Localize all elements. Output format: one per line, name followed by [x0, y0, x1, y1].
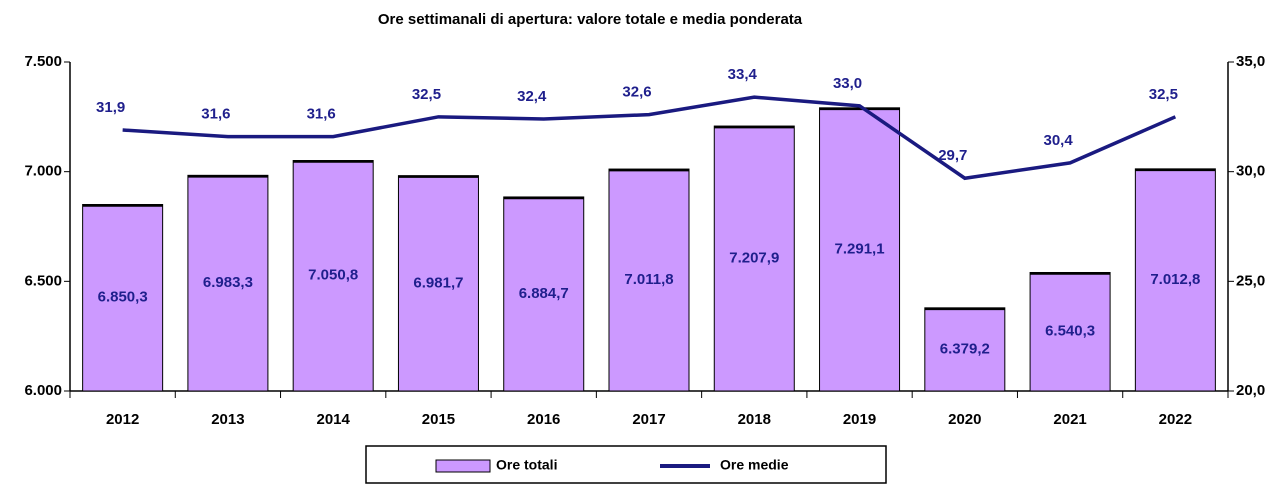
x-tick-label: 2015: [422, 411, 455, 428]
bar-value-label: 6.981,7: [413, 274, 463, 291]
line-value-label: 30,4: [1043, 132, 1073, 149]
bar-value-label: 7.011,8: [624, 271, 673, 288]
x-tick-label: 2021: [1053, 411, 1086, 428]
bar: [1029, 271, 1111, 392]
bar: [187, 174, 269, 392]
bar-value-label: 6.850,3: [98, 289, 148, 306]
y-tick-label: 6.500: [24, 272, 62, 289]
line-value-label: 32,5: [412, 86, 441, 103]
x-tick-label: 2019: [843, 411, 876, 428]
x-tick-label: 2017: [632, 411, 665, 428]
bar: [1134, 168, 1216, 392]
bar: [292, 160, 374, 392]
legend-label: Ore totali: [496, 457, 557, 473]
x-tick-label: 2016: [527, 411, 560, 428]
x-tick-label: 2018: [738, 411, 771, 428]
line-value-label: 33,0: [833, 75, 862, 92]
bar: [82, 204, 164, 392]
x-tick-label: 2013: [211, 411, 244, 428]
legend-swatch: [435, 459, 491, 473]
x-tick-label: 2020: [948, 411, 981, 428]
y2-tick-label: 30,0: [1236, 163, 1265, 180]
line-value-label: 32,4: [517, 88, 547, 105]
bar: [713, 125, 795, 392]
line: [122, 95, 1177, 181]
bar-value-label: 6.540,3: [1045, 323, 1095, 340]
line-value-label: 33,4: [728, 66, 758, 83]
bar: [608, 168, 690, 392]
legend-label: Ore medie: [720, 457, 789, 473]
y-tick-label: 7.000: [24, 163, 62, 180]
x-tick-label: 2014: [316, 411, 350, 428]
bar-value-label: 7.012,8: [1150, 271, 1200, 288]
bar-value-label: 6.983,3: [203, 274, 253, 291]
bar-value-label: 7.291,1: [835, 240, 885, 257]
line-value-label: 32,5: [1149, 86, 1178, 103]
bar-value-label: 7.050,8: [308, 267, 358, 284]
y-tick-label: 6.000: [24, 382, 62, 399]
bar: [503, 196, 585, 392]
bar-value-label: 6.884,7: [519, 285, 569, 302]
y-tick-label: 7.500: [24, 53, 62, 70]
line-value-label: 29,7: [938, 147, 967, 164]
line-value-label: 31,9: [96, 99, 125, 116]
bar: [397, 175, 479, 392]
y2-tick-label: 35,0: [1236, 53, 1265, 70]
bar: [819, 107, 901, 392]
line-value-label: 31,6: [307, 106, 336, 123]
chart-title: Ore settimanali di apertura: valore tota…: [378, 11, 803, 28]
y2-tick-label: 25,0: [1236, 272, 1265, 289]
x-tick-label: 2022: [1159, 411, 1192, 428]
bar: [924, 307, 1006, 392]
y2-tick-label: 20,0: [1236, 382, 1265, 399]
bar-value-label: 7.207,9: [729, 250, 779, 267]
bar-value-label: 6.379,2: [940, 340, 990, 357]
x-tick-label: 2012: [106, 411, 139, 428]
line-value-label: 32,6: [622, 84, 651, 101]
line-value-label: 31,6: [201, 106, 230, 123]
